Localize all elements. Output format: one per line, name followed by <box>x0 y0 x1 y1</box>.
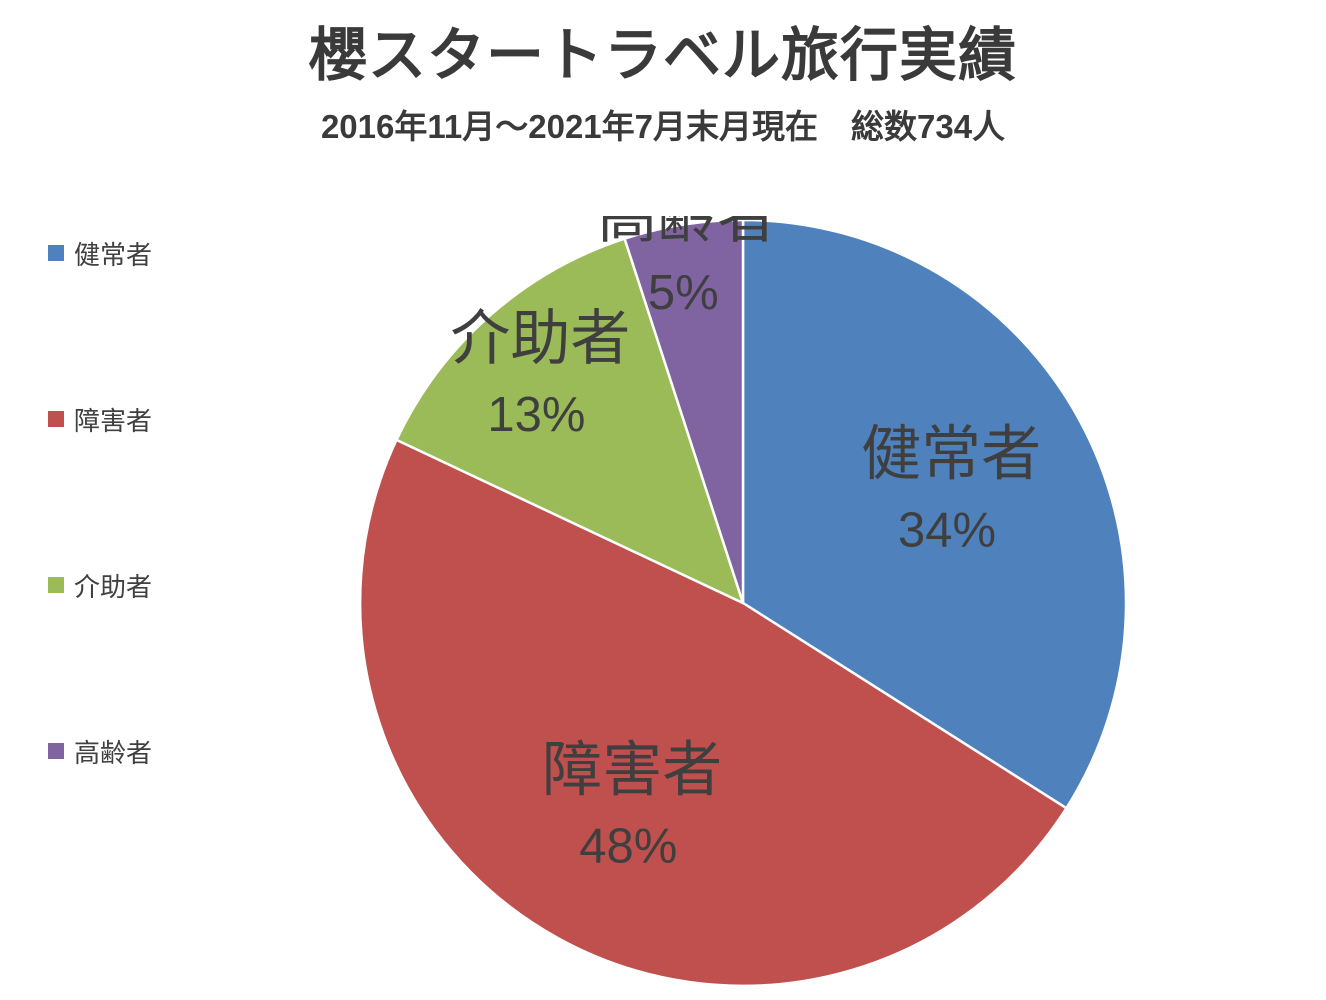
legend-swatch-red <box>48 411 64 427</box>
slice-value-障害者: 48% <box>579 819 677 873</box>
pie-slice-健常者 <box>741 218 1128 810</box>
legend-label: 高齢者 <box>74 737 153 768</box>
slice-value-健常者: 34% <box>898 504 996 558</box>
pie-slice-高齢者 <box>623 218 745 605</box>
slice-value-介助者: 13% <box>487 388 585 442</box>
legend-swatch-purple <box>48 743 64 759</box>
legend-item-kenjosha: 健常者 <box>48 238 152 270</box>
legend-item-koreisha: 高齢者 <box>48 736 152 768</box>
legend-label: 障害者 <box>74 405 153 436</box>
pie-slice-障害者 <box>358 438 1068 988</box>
legend-label: 介助者 <box>74 571 153 602</box>
legend-label: 健常者 <box>74 239 153 270</box>
slice-value-高齢者: 5% <box>648 266 719 320</box>
pie-slice-介助者 <box>395 237 745 605</box>
slice-label-健常者: 健常者 <box>861 421 1041 488</box>
slice-label-障害者: 障害者 <box>542 736 722 803</box>
slice-label-介助者: 介助者 <box>450 305 630 372</box>
pie-chart-area: 健常者 34% 障害者 48% 介助者 13% 高齢者 5% <box>356 216 1130 990</box>
chart-subtitle: 2016年11月～2021年7月末月現在 総数734人 <box>320 108 1006 145</box>
legend-item-shogaisha: 障害者 <box>48 404 152 436</box>
legend-item-kaijosha: 介助者 <box>48 570 152 602</box>
legend-swatch-green <box>48 577 64 593</box>
legend: 健常者 障害者 介助者 高齢者 <box>48 238 152 902</box>
pie-chart: 健常者 34% 障害者 48% 介助者 13% 高齢者 5% <box>358 216 1128 988</box>
chart-title: 櫻スタートラベル旅行実績 <box>308 23 1017 88</box>
legend-swatch-blue <box>48 245 64 261</box>
slice-label-高齢者: 高齢者 <box>597 216 777 250</box>
